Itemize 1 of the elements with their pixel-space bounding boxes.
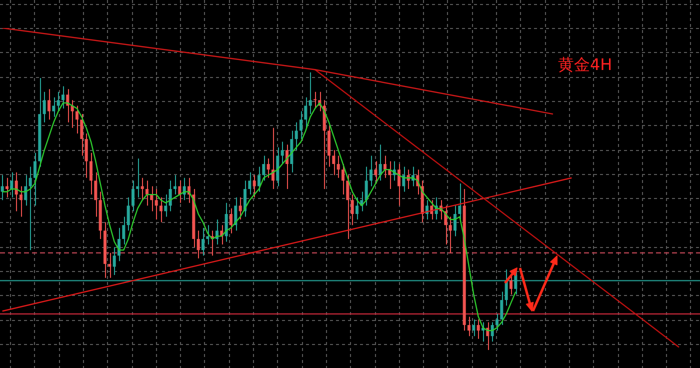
annotation: 黄金4H [558,55,612,74]
